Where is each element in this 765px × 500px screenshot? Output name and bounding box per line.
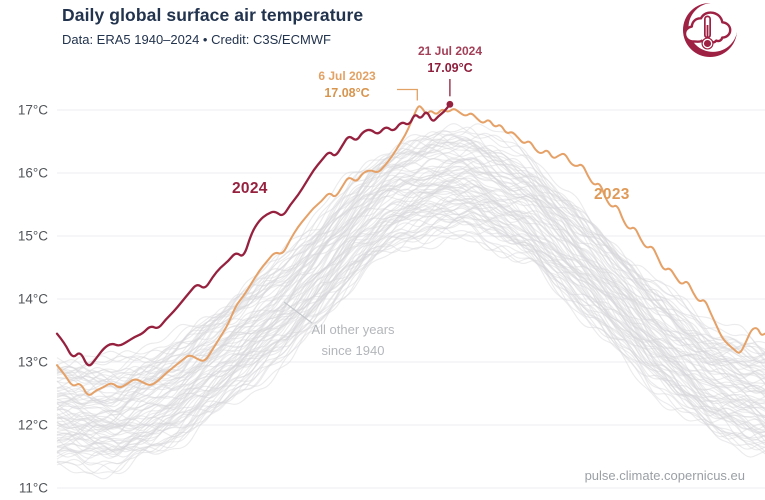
- latest-point-dot: [446, 100, 454, 108]
- series-label-2024: 2024: [232, 180, 268, 197]
- y-tick-label: 15°C: [18, 229, 48, 244]
- other-years-label-line1: All other years: [311, 322, 395, 337]
- page-title: Daily global surface air temperature: [62, 5, 364, 25]
- climate-pulse-logo: [683, 3, 737, 57]
- annotation-2023-peak: 6 Jul 2023 17.08°C: [299, 69, 395, 101]
- other-years-lines: [56, 123, 765, 480]
- line-2023: [56, 105, 765, 396]
- annotation-2023-temp: 17.08°C: [324, 85, 370, 100]
- other-years-label: All other years since 1940: [297, 320, 409, 362]
- y-tick-label: 17°C: [18, 103, 48, 118]
- source-url[interactable]: pulse.climate.copernicus.eu: [584, 468, 745, 483]
- annotation-connector-2023: [397, 88, 418, 101]
- annotation-2024-peak: 21 Jul 2024 17.09°C: [397, 44, 503, 76]
- logo-thermometer-icon: [701, 15, 714, 50]
- line-2024: [55, 103, 452, 367]
- annotation-2024-date: 21 Jul 2024: [417, 44, 483, 58]
- y-tick-label: 11°C: [19, 481, 48, 496]
- y-tick-label: 14°C: [18, 292, 48, 307]
- series-label-2023: 2023: [594, 186, 630, 203]
- y-tick-label: 13°C: [18, 355, 48, 370]
- chart-subtitle: Data: ERA5 1940–2024 • Credit: C3S/ECMWF: [62, 32, 332, 47]
- y-tick-label: 16°C: [18, 166, 48, 181]
- annotation-2023-date: 6 Jul 2023: [318, 69, 376, 83]
- y-tick-label: 12°C: [18, 418, 48, 433]
- annotation-2024-temp: 17.09°C: [427, 60, 473, 75]
- other-years-label-line2: since 1940: [321, 342, 385, 358]
- other-years-pointer-line: [283, 301, 313, 324]
